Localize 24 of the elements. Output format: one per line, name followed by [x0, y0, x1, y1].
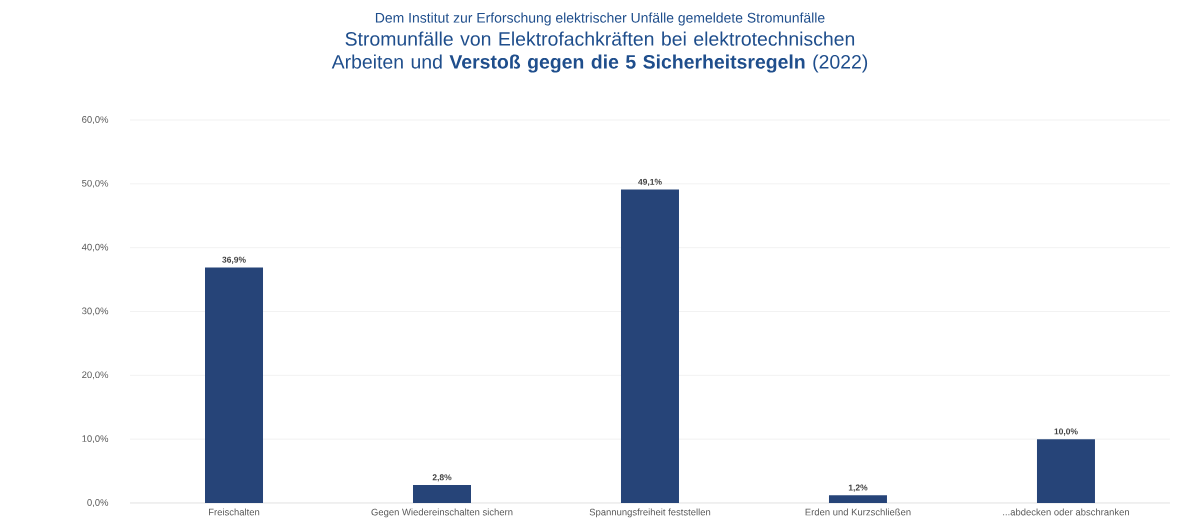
y-tick-label: 10,0%	[82, 435, 109, 444]
chart-subtitle: Dem Institut zur Erforschung elektrischer Unfälle gemeldete Stromunfälle	[375, 12, 825, 26]
y-tick-label: 50,0%	[82, 179, 109, 188]
data-label: 36,9%	[222, 256, 246, 264]
x-tick-label: Spannungsfreiheit feststellen	[589, 508, 711, 518]
chart-title: Stromunfälle von Elektrofachkräften bei elektrotechnischen Arbeiten und Verstoß gegen die 5 Sicherheitsregeln (2022)	[331, 31, 868, 73]
bar	[828, 495, 887, 503]
data-label: 10,0%	[1054, 428, 1078, 436]
x-tick-label: ...abdecken oder abschranken	[1003, 508, 1130, 516]
x-tick-label: Freischalten	[209, 508, 260, 516]
y-tick-label: 30,0%	[82, 307, 109, 316]
data-label: 2,8%	[432, 474, 452, 482]
y-tick-label: 40,0%	[81, 243, 109, 252]
x-tick-label: Gegen Wiedereinschalten sichern	[371, 508, 513, 518]
y-tick-label: 20,0%	[82, 371, 109, 380]
x-tick-label: Erden und Kurzschließen	[805, 508, 911, 516]
data-label: 49,1%	[638, 178, 662, 187]
bar	[205, 267, 264, 503]
bar	[620, 189, 679, 503]
data-label: 1,2%	[848, 484, 868, 492]
bar	[1036, 439, 1095, 503]
y-tick-label: 0,0%	[87, 499, 109, 507]
bar	[413, 485, 471, 503]
y-tick-label: 60,0%	[82, 116, 109, 124]
